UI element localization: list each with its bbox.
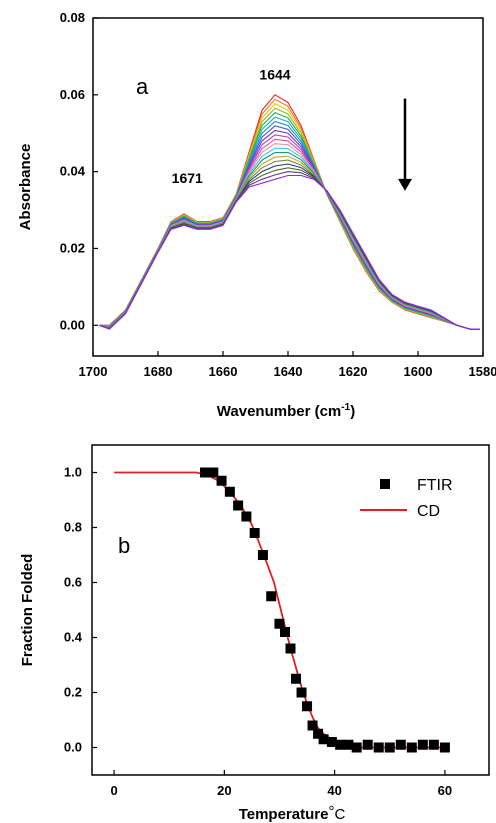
spectrum-line [99,163,480,330]
panel-a-x-tick-label: 1640 [274,364,303,379]
panel-b-letter: b [118,533,130,558]
panel-b-chart: 0 20 40 60 0.0 0.2 0.4 0.6 0.8 1.0 b FTIR CD Frac… [19,444,490,823]
ftir-point [362,739,373,750]
ftir-point [384,742,395,753]
ftir-point [313,728,324,739]
ftir-point [307,720,318,731]
panel-b-x-tick-label: 0 [110,783,117,798]
panel-a-x-axis-title: Wavenumber (cm-1) [217,402,355,420]
ftir-point [274,618,285,629]
ftir-point [428,739,439,750]
ftir-point [296,687,307,698]
panel-b-series-group [114,467,450,753]
panel-a-x-tick-label: 1680 [144,364,173,379]
ftir-point [318,734,329,745]
ftir-point [279,627,290,637]
legend-ftir-marker [380,479,390,489]
spectrum-line [99,116,480,330]
ftir-point [208,467,219,478]
spectrum-line [99,107,480,330]
panel-b-y-tick-label: 0.2 [64,685,82,700]
spectrum-line [99,120,480,330]
peak-label-1671: 1671 [172,170,203,186]
panel-b-x-tick-label: 40 [327,783,341,798]
panel-b-x-tick-label: 20 [217,783,231,798]
legend-cd-label: CD [417,503,440,520]
arrow-head [398,178,412,191]
ftir-point [200,467,211,478]
panel-b-plot-frame [91,444,490,776]
panel-a-x-tick-label: 1620 [339,364,368,379]
spectrum-line [99,155,480,330]
panel-a-y-tick-label: 0.08 [60,10,85,25]
ftir-point [439,742,450,753]
panel-a-x-tick-label: 1580 [469,364,496,379]
spectrum-line [99,98,480,330]
ftir-point [406,742,417,753]
panel-a-letter: a [136,74,149,99]
panel-a-x-tick-label: 1660 [209,364,238,379]
panel-a-y-tick-label: 0.04 [60,164,86,179]
spectrum-line [99,174,480,330]
panel-a-y-axis-title: Absorbance [17,144,34,231]
panel-a-y-tick-label: 0.00 [60,317,85,332]
spectrum-line [99,103,480,330]
ftir-point [224,486,235,497]
ftir-point [335,739,346,750]
panel-b-y-tick-label: 1.0 [64,465,82,480]
ftir-point [216,475,227,486]
panel-a-chart: 1700 1680 1660 1640 1620 1600 1580 0.00 0.02 0.04… [17,10,496,420]
ftir-point [285,643,296,654]
panel-b-y-tick-label: 0.6 [64,575,82,590]
ftir-point [257,550,268,560]
ftir-point [249,528,260,538]
ftir-point [302,701,313,712]
panel-a-x-tick-label: 1700 [79,364,108,379]
panel-b-y-tick-label: 0.8 [64,520,82,535]
panel-b-y-axis-title: Fraction Folded [19,554,36,667]
spectrum-line [99,167,480,330]
cd-line [114,471,445,749]
ftir-point [291,673,302,684]
ftir-point [395,739,406,750]
spectrum-line [99,111,480,330]
panel-a-x-tick-label: 1600 [404,364,433,379]
ftir-point [233,500,244,511]
panel-a-ticks: 1700 1680 1660 1640 1620 1600 1580 0.00 0.02 0.04… [60,10,496,379]
ftir-point [326,737,337,747]
spectrum-line [99,159,480,330]
down-arrow-icon [398,98,412,191]
ftir-point [241,511,252,522]
panel-b-x-axis-title: Temperature°C [239,803,346,823]
panel-a-series-group [99,94,480,330]
peak-label-1644: 1644 [259,66,290,82]
ftir-point [351,742,362,753]
legend: FTIR CD [360,477,453,520]
ftir-point [266,591,277,602]
ftir-point [343,739,354,750]
panel-a-y-tick-label: 0.02 [60,240,85,255]
panel-b-x-tick-label: 60 [438,783,452,798]
ftir-point [417,739,428,750]
panel-a-y-tick-label: 0.06 [60,87,85,102]
ftir-point [373,742,384,753]
panel-b-y-tick-label: 0.4 [64,630,83,645]
panel-b-y-tick-label: 0.0 [64,740,82,755]
legend-ftir-label: FTIR [417,477,453,494]
spectrum-line [99,151,480,330]
spectrum-line [99,94,480,330]
spectrum-line [99,125,480,330]
panel-b-ticks: 0 20 40 60 0.0 0.2 0.4 0.6 0.8 1.0 [64,465,452,799]
